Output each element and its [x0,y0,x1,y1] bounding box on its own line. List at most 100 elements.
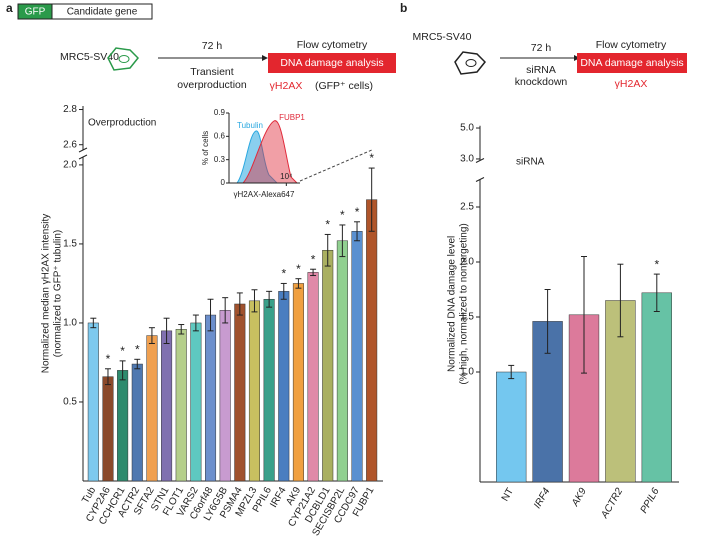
gene-text: Candidate gene [67,7,138,18]
y-tick-label: 2.8 [63,104,77,115]
legend-label: FUBP1 [279,113,305,122]
cell-icon [454,51,487,75]
bar [146,335,158,482]
time: 72 h [202,40,223,52]
x-tick-label: NT [500,486,516,503]
axis-break [475,158,485,163]
significance: * [369,151,374,165]
bar [175,329,187,482]
nucleus-icon [465,59,477,67]
y-axis-label: (normalized to GFP⁺ tubulin) [53,230,64,358]
gfp-text: GFP [25,7,46,18]
bar [641,292,672,483]
bar [263,298,275,482]
y-tick-label: 2.0 [460,257,474,268]
y-axis-label: (% high, normalized to nontargeting) [459,223,470,384]
inset-y-label: % of cells [201,131,210,165]
annotation: Overproduction [88,118,156,129]
inset-y-tick-label: 0.9 [214,108,226,117]
y-tick-label: 3.0 [460,154,474,165]
axis-break [78,154,88,160]
inset-y-tick-label: 0.6 [214,131,226,140]
y-axis-label: Normalized DNA damage level [447,236,458,372]
panel-label: b [400,1,407,15]
y-tick-label: 1.5 [460,312,474,323]
bar [102,376,114,482]
inset-x-tick-label: 10⁴ [280,172,293,181]
y-tick-label: 2.0 [63,160,77,171]
significance: * [654,257,659,271]
y-tick-label: 5.0 [460,123,474,134]
treatment: overproduction [177,79,247,91]
analysis: DNA damage analysis [580,57,683,69]
inset-y-tick-label: 0.3 [214,155,226,164]
bar [205,314,217,482]
significance: * [296,262,301,276]
y-axis-label: Normalized median γH2AX intensity [41,214,52,374]
treatment: knockdown [515,76,568,88]
treatment: siRNA [526,64,556,76]
bar [87,322,99,482]
analysis: DNA damage analysis [280,57,383,69]
cell-line: MRC5-SV40 [413,31,472,43]
assay: Flow cytometry [297,39,368,51]
cell-icon [107,47,140,71]
bar [336,240,348,482]
inset-y-tick-label: 0 [221,178,226,187]
significance: * [281,267,286,281]
marker: γH2AX [615,78,648,90]
y-tick-label: 2.6 [63,139,77,150]
bar [190,322,202,482]
significance: * [340,208,345,222]
bar [366,199,378,482]
x-tick-label: IRF4 [532,486,553,511]
x-tick-label: PPIL6 [639,486,662,515]
bar [248,300,260,482]
time: 72 h [531,42,552,54]
assay: Flow cytometry [596,39,667,51]
bar [161,330,173,482]
significance: * [135,342,140,356]
gene-box [51,3,153,20]
analysis-box [268,53,396,73]
y-tick-label: 1.5 [63,239,77,250]
bar [278,291,290,482]
annotation: siRNA [516,157,545,168]
y-tick-label: 2.5 [460,202,474,213]
axis-break [78,147,88,153]
bar [322,249,334,482]
significance: * [311,252,316,266]
bar [131,363,143,482]
analysis-box [577,53,687,73]
x-tick-label: ACTR2 [599,486,626,521]
nucleus-icon [118,55,130,63]
x-tick-label: AK9 [569,486,589,509]
marker: γH2AX [270,80,303,92]
bar [117,370,129,482]
cell-line: MRC5-SV40 [60,51,119,63]
connector [299,149,372,182]
bar [292,283,304,482]
inset-x-label: γH2AX-Alexa647 [234,190,295,199]
bar [219,310,231,482]
y-tick-label: 1.0 [460,367,474,378]
significance: * [355,205,360,219]
histogram-curve [241,120,299,184]
significance: * [325,218,330,232]
y-tick-label: 0.5 [63,397,77,408]
bar [234,303,246,482]
significance: * [120,344,125,358]
bar [496,371,527,483]
treatment: Transient [190,66,233,78]
panel-label: a [6,1,13,15]
gating: (GFP⁺ cells) [315,80,373,92]
arrow-head [262,55,268,61]
y-tick-label: 1.0 [63,318,77,329]
axis-break [475,177,485,182]
bar [351,231,363,482]
legend-label: Tubulin [237,121,263,130]
significance: * [106,352,111,366]
bar [307,272,319,482]
histogram-curve [235,130,279,184]
